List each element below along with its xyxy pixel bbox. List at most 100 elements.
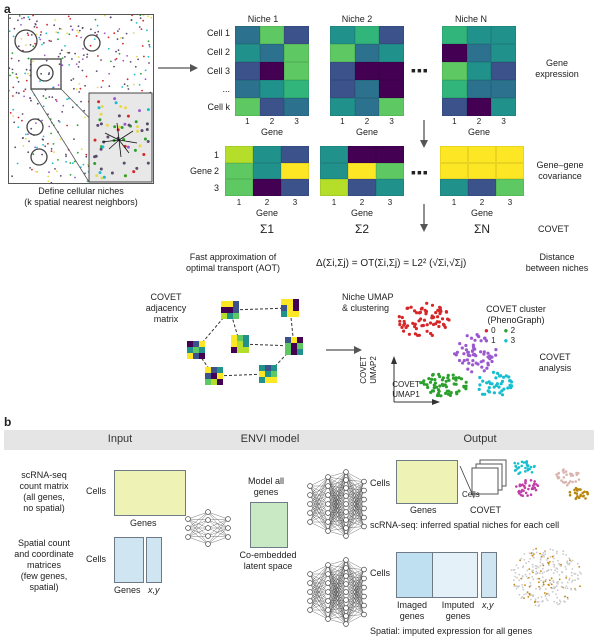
tissue-output-point: [540, 579, 542, 582]
heatmap-cell: [330, 62, 355, 80]
xy-output-box: [481, 552, 497, 598]
heatmap-cell: [491, 80, 516, 98]
gene-axis-label: Gene: [350, 208, 374, 218]
output-cluster-point: [518, 489, 521, 493]
heatmap-cell: [225, 179, 253, 196]
umap-point-cluster-0: [417, 333, 421, 337]
tissue-output-point: [564, 587, 567, 589]
tissue-output-point: [538, 577, 541, 580]
tissue-cell: [17, 45, 20, 48]
tissue-output-point: [569, 559, 571, 561]
heatmap-cell: [348, 146, 376, 163]
tissue-output-point: [528, 568, 531, 570]
nn-edge: [345, 471, 365, 500]
tissue-cell: [54, 168, 56, 170]
nn-edge: [327, 559, 347, 575]
umap-scatter: [391, 301, 514, 405]
nn-edge: [327, 559, 347, 602]
tissue-cell: [102, 79, 104, 82]
tissue-cell: [48, 125, 51, 128]
umap-point-cluster-1: [486, 351, 490, 355]
genes-label: Genes: [410, 505, 437, 515]
tissue-output-point: [545, 570, 548, 573]
nn-node: [361, 584, 367, 591]
inset-cell: [135, 166, 139, 170]
nn-edge: [345, 487, 365, 509]
output-cluster-point: [524, 466, 527, 470]
covet-analysis-label: COVET analysis: [538, 352, 572, 373]
heatmap-cell: [379, 26, 404, 44]
tissue-output-point: [568, 563, 571, 566]
umap-point-cluster-2: [434, 385, 439, 389]
nn-node: [361, 611, 367, 618]
heatmap-cell: [284, 44, 309, 62]
covet-cluster-label: COVET cluster (PhenoGraph): [486, 304, 546, 325]
tissue-cell: [107, 47, 110, 50]
tissue-cell: [118, 52, 121, 55]
umap-point-cluster-2: [433, 381, 437, 385]
output-cluster-point: [574, 480, 577, 483]
nn-edge: [327, 476, 347, 529]
tissue-cell: [36, 102, 39, 105]
adjacency-node-cell: [211, 379, 217, 385]
inset-cell: [101, 145, 105, 149]
adjacency-node-cell: [291, 337, 297, 343]
nn-edge: [345, 526, 365, 529]
panel-a-letter: a: [4, 2, 11, 16]
tissue-cell: [120, 37, 122, 39]
tissue-cell: [113, 65, 115, 68]
tissue-output-point: [528, 573, 531, 575]
tissue-output-point: [547, 593, 550, 595]
heatmap-cell: [466, 80, 492, 98]
tissue-cell: [70, 25, 72, 28]
legend-2: 2: [510, 326, 516, 335]
nn-node: [307, 598, 313, 604]
tissue-output-point: [534, 604, 537, 607]
nn-edge: [327, 471, 347, 496]
tissue-cell: [108, 72, 111, 75]
tissue-cell: [132, 32, 135, 34]
umap-point-cluster-2: [464, 380, 468, 384]
nn-edge: [327, 479, 347, 487]
inset-cell: [133, 148, 137, 152]
adjacency-node-cell: [217, 379, 223, 385]
nn-edge: [345, 517, 365, 537]
tissue-output-point: [579, 571, 581, 574]
adjacency-node-cell: [221, 307, 227, 313]
envi-model-header: ENVI model: [240, 433, 300, 445]
nn-edge: [327, 573, 347, 601]
umap-point-cluster-3: [499, 374, 503, 378]
nn-edge: [207, 518, 229, 529]
umap-point-cluster-2: [444, 391, 448, 395]
adjacency-node-cell: [297, 349, 303, 355]
nn-node: [325, 474, 331, 480]
tissue-output-point: [531, 570, 533, 573]
tissue-image: [8, 14, 154, 184]
output-cluster-point: [520, 464, 523, 468]
nn-edge: [345, 503, 365, 518]
inset-cell: [99, 122, 103, 126]
nn-edge: [327, 582, 347, 609]
cells-label: Cells: [370, 568, 391, 578]
tissue-output-point: [535, 570, 538, 573]
tissue-output-point: [513, 568, 516, 571]
umap-point-cluster-3: [500, 393, 505, 397]
nn-edge: [327, 582, 347, 617]
tissue-cell: [55, 100, 58, 103]
output-cluster-point: [518, 483, 522, 486]
tissue-cell: [144, 78, 147, 81]
output-cluster-point: [557, 472, 560, 475]
umap-point-cluster-3: [497, 385, 501, 389]
nn-edge: [327, 564, 347, 585]
umap-point-cluster-3: [498, 391, 502, 395]
tissue-output-point: [518, 573, 521, 576]
tissue-cell: [80, 36, 82, 39]
nn-edge: [207, 518, 229, 537]
tissue-cell: [103, 14, 106, 17]
tissue-cell: [18, 15, 21, 17]
tissue-cell: [76, 29, 79, 32]
tissue-output-point: [538, 585, 540, 588]
tissue-output-point: [536, 565, 538, 568]
adjacency-node-cell: [211, 367, 217, 373]
tissue-output-point: [564, 595, 567, 598]
